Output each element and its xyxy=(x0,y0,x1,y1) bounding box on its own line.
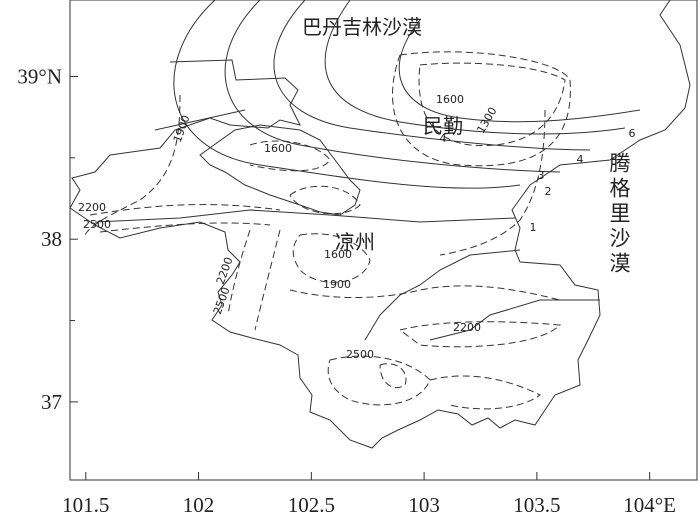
boundaries xyxy=(69,0,691,449)
district-boundary xyxy=(154,109,361,216)
contour-label: 1600 xyxy=(436,93,464,106)
contours-dashed xyxy=(84,51,571,410)
x-tick-label: 102.5 xyxy=(288,493,335,517)
district-boundary xyxy=(94,209,516,223)
isoline xyxy=(379,363,407,389)
isoline xyxy=(429,375,541,410)
isoline xyxy=(398,321,562,348)
contour-label: 2500 xyxy=(211,285,233,316)
region-boundary xyxy=(69,0,691,449)
contour-label: 2500 xyxy=(346,348,374,361)
isoline xyxy=(289,185,361,215)
contour-label: 1900 xyxy=(323,278,351,291)
isoline xyxy=(224,0,561,173)
isoline xyxy=(273,0,591,151)
contour-label: 4 xyxy=(440,132,447,145)
x-tick-label: 102 xyxy=(183,493,215,517)
isoline xyxy=(439,109,546,256)
isoline xyxy=(173,0,521,189)
contour-label: 2200 xyxy=(214,255,236,286)
place-label: 腾格里沙漠 xyxy=(607,152,631,277)
isoline xyxy=(324,0,626,135)
y-tick-label: 39°N xyxy=(17,64,62,88)
isoline xyxy=(227,229,281,331)
district-boundary xyxy=(364,249,600,341)
place-label: 民勤 xyxy=(423,114,463,138)
contour-label: 1 xyxy=(530,221,537,234)
y-tick-label: 37 xyxy=(41,390,62,414)
isoline xyxy=(392,51,571,167)
contour-label: 1600 xyxy=(324,248,352,261)
contour-label: 3 xyxy=(538,169,545,182)
isoline xyxy=(89,204,281,233)
contour-label: 2200 xyxy=(78,201,106,214)
x-tick-label: 103.5 xyxy=(513,493,560,517)
contours-solid xyxy=(173,0,641,189)
contour-label: 4 xyxy=(577,153,584,166)
x-tick-label: 101.5 xyxy=(62,493,109,517)
contour-label: 2200 xyxy=(453,321,481,334)
isoline xyxy=(418,62,566,147)
y-tick-label: 38 xyxy=(41,227,62,251)
isoline xyxy=(327,355,431,406)
isoline xyxy=(289,285,561,301)
contour-label: 2 xyxy=(545,185,552,198)
x-tick-label: 103 xyxy=(408,493,440,517)
place-label: 巴丹吉林沙漠 xyxy=(302,15,422,39)
contour-label: 2500 xyxy=(83,218,111,231)
contour-label: 6 xyxy=(629,127,636,140)
map-frame xyxy=(69,0,698,481)
contour-label: 1600 xyxy=(264,142,292,155)
place-label: 凉州 xyxy=(335,230,375,254)
x-tick-label: 104°E xyxy=(623,493,676,517)
isoline xyxy=(84,94,181,236)
isoline xyxy=(398,19,641,123)
isoline xyxy=(292,233,371,283)
isoline xyxy=(249,140,331,172)
